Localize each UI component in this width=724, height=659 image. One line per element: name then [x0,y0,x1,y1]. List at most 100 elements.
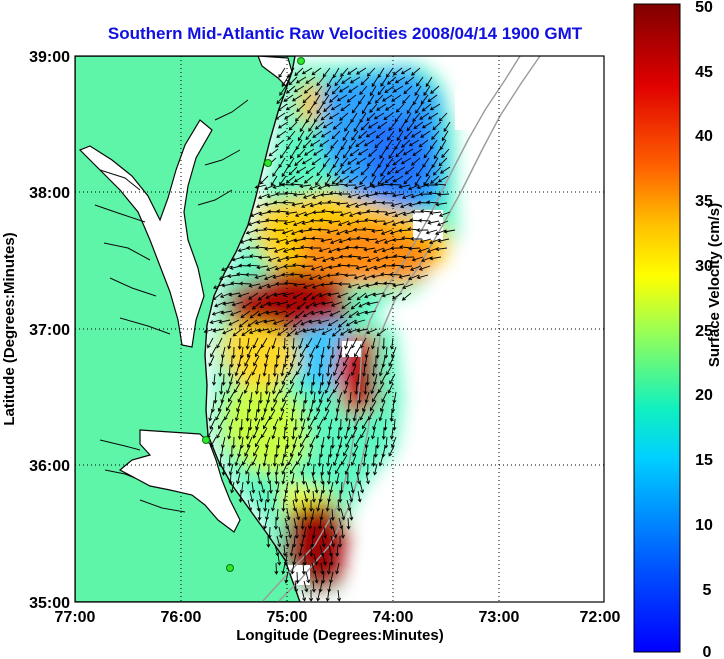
velocity-arrow [421,121,433,129]
velocity-arrow [328,544,333,557]
velocity-arrow [406,103,414,115]
velocity-arrow [285,211,298,216]
velocity-arrow [372,247,385,254]
velocity-arrow [438,157,448,167]
velocity-arrow [338,85,350,93]
velocity-arrow [400,67,412,75]
velocity-arrow [399,245,412,250]
velocity-arrow [443,121,451,133]
velocity-arrow [425,229,438,235]
velocity-arrow [339,310,350,319]
velocity-arrow [359,409,366,421]
velocity-arrow [377,175,386,186]
velocity-arrow [430,175,440,184]
velocity-arrow [327,319,339,327]
velocity-arrow [326,183,339,188]
velocity-arrow [261,427,268,439]
velocity-arrow [274,562,279,575]
velocity-arrow [336,247,349,252]
velocity-arrow [294,157,304,167]
velocity-arrow [336,201,349,206]
velocity-arrow [394,211,406,218]
velocity-arrow [394,166,406,174]
velocity-arrow [203,328,216,334]
velocity-arrow [395,103,405,113]
velocity-arrow [302,94,312,104]
velocity-arrow [285,103,297,111]
velocity-arrow [241,328,252,337]
velocity-arrow [378,364,384,377]
radar-station-marker [264,159,272,167]
velocity-arrow [334,148,342,160]
velocity-arrow [360,76,370,86]
velocity-arrow [258,211,271,216]
velocity-arrow [254,382,259,395]
velocity-arrow [329,517,334,530]
velocity-arrow [443,229,456,234]
velocity-arrow [324,148,333,158]
velocity-arrow [375,209,388,214]
velocity-arrow [234,364,240,377]
velocity-arrow [366,112,376,122]
velocity-arrow [355,219,368,224]
velocity-arrow [267,209,280,214]
velocity-arrow [433,148,441,160]
velocity-arrow [287,130,296,141]
radar-station-marker [297,57,305,65]
velocity-arrow [378,382,385,394]
velocity-arrow [314,409,321,421]
velocity-arrow [272,418,279,430]
velocity-arrow [336,499,342,512]
velocity-arrow [319,265,332,271]
velocity-arrow [364,310,377,315]
velocity-arrow [321,328,333,335]
velocity-arrow [345,319,357,327]
velocity-arrow [301,220,314,225]
velocity-arrow [237,427,242,440]
velocity-arrow [302,553,307,566]
velocity-arrow [363,184,375,191]
sound-rivers [99,439,186,513]
velocity-arrow [260,481,266,494]
velocity-arrow [342,148,351,159]
velocity-arrow [265,310,278,315]
velocity-arrow [338,535,343,548]
velocity-arrow [246,436,253,448]
velocity-arrow [330,535,336,548]
velocity-arrow [218,418,225,430]
velocity-arrow [435,202,448,207]
velocity-arrow [332,382,340,394]
velocity-arrow [296,454,303,466]
velocity-arrow [423,148,432,159]
velocity-arrow [322,67,331,78]
x-tick-label: 73:00 [479,609,520,626]
velocity-arrow [276,209,289,214]
velocity-arrow [400,157,412,165]
velocity-arrow [331,175,341,185]
velocity-arrow [334,76,343,87]
velocity-arrow [363,201,376,206]
velocity-arrow [344,229,357,235]
velocity-arrow [411,130,422,138]
velocity-arrow [358,301,370,308]
velocity-arrow [342,130,350,142]
velocity-arrow [332,67,340,79]
velocity-arrow [228,472,233,485]
velocity-arrow [364,292,376,299]
velocity-arrow [353,418,360,430]
velocity-arrow [317,319,330,325]
velocity-arrow [306,364,312,377]
velocity-arrow [308,184,321,190]
velocity-arrow [290,562,295,575]
velocity-arrow [263,517,268,530]
velocity-arrow [365,463,370,476]
velocity-arrow [353,319,366,325]
velocity-arrow [326,472,331,485]
velocity-arrow [298,337,304,350]
velocity-arrow [330,436,335,449]
velocity-arrow [295,166,307,174]
velocity-arrow [357,193,369,200]
velocity-arrow [313,553,319,566]
velocity-arrow [373,112,385,120]
